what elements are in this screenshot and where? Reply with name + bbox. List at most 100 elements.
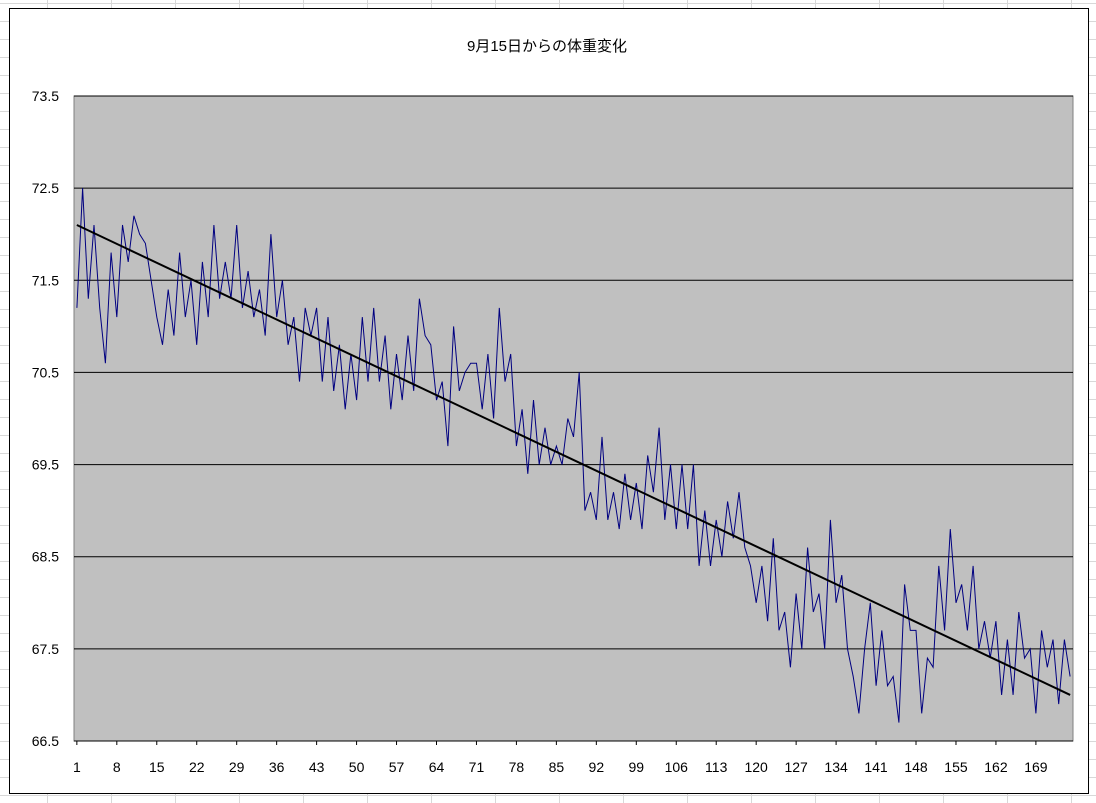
data-point-81 bbox=[532, 399, 534, 401]
data-point-54 bbox=[378, 380, 380, 382]
data-point-103 bbox=[658, 427, 660, 429]
data-point-133 bbox=[829, 519, 831, 521]
data-point-151 bbox=[932, 666, 934, 668]
data-point-147 bbox=[909, 629, 911, 631]
data-point-11 bbox=[133, 215, 135, 217]
data-point-78 bbox=[515, 445, 517, 447]
weight-series-line bbox=[76, 188, 1071, 723]
data-point-159 bbox=[978, 648, 980, 650]
data-point-135 bbox=[841, 574, 843, 576]
data-point-126 bbox=[789, 666, 791, 668]
y-tick-label-66.5: 66.5 bbox=[32, 733, 59, 749]
x-tick-label-15: 15 bbox=[149, 759, 165, 775]
data-point-60 bbox=[412, 390, 414, 392]
data-point-74 bbox=[492, 417, 494, 419]
data-point-63 bbox=[430, 344, 432, 346]
data-point-122 bbox=[766, 620, 768, 622]
data-point-162 bbox=[995, 620, 997, 622]
data-point-25 bbox=[213, 224, 215, 226]
data-point-85 bbox=[555, 445, 557, 447]
y-tick-label-67.5: 67.5 bbox=[32, 641, 59, 657]
data-point-90 bbox=[584, 509, 586, 511]
data-point-14 bbox=[150, 279, 152, 281]
x-tick-label-1: 1 bbox=[73, 759, 81, 775]
data-point-7 bbox=[110, 251, 112, 253]
data-point-119 bbox=[749, 565, 751, 567]
data-point-83 bbox=[544, 427, 546, 429]
data-point-36 bbox=[275, 316, 277, 318]
data-point-55 bbox=[384, 334, 386, 336]
data-point-23 bbox=[201, 261, 203, 263]
data-point-58 bbox=[401, 399, 403, 401]
data-point-166 bbox=[1018, 611, 1020, 613]
x-tick-label-106: 106 bbox=[665, 759, 689, 775]
data-point-8 bbox=[116, 316, 118, 318]
y-tick-label-69.5: 69.5 bbox=[32, 457, 59, 473]
data-point-129 bbox=[806, 546, 808, 548]
data-point-132 bbox=[823, 648, 825, 650]
data-point-101 bbox=[647, 454, 649, 456]
data-point-93 bbox=[601, 436, 603, 438]
data-point-157 bbox=[966, 629, 968, 631]
trendline bbox=[76, 224, 1071, 696]
y-tick-label-71.5: 71.5 bbox=[32, 272, 59, 288]
x-tick-label-78: 78 bbox=[509, 759, 525, 775]
data-point-34 bbox=[264, 334, 266, 336]
data-point-39 bbox=[293, 316, 295, 318]
data-point-27 bbox=[224, 261, 226, 263]
plot-layer: 66.5 67.5 68.5 69.5 70.5 71.5 72.5 73.5 1 8 15 22 29… bbox=[32, 88, 1074, 775]
x-tick-label-169: 169 bbox=[1024, 759, 1048, 775]
x-tick-label-8: 8 bbox=[113, 759, 121, 775]
data-point-114 bbox=[721, 556, 723, 558]
data-point-1 bbox=[76, 307, 78, 309]
data-point-150 bbox=[926, 657, 928, 659]
data-point-131 bbox=[818, 592, 820, 594]
data-point-98 bbox=[629, 519, 631, 521]
data-point-50 bbox=[355, 399, 357, 401]
data-point-108 bbox=[686, 528, 688, 530]
data-point-69 bbox=[464, 371, 466, 373]
data-point-31 bbox=[247, 270, 249, 272]
data-point-138 bbox=[858, 712, 860, 714]
data-point-115 bbox=[726, 500, 728, 502]
data-point-29 bbox=[235, 224, 237, 226]
data-point-4 bbox=[93, 224, 95, 226]
data-point-32 bbox=[253, 316, 255, 318]
data-point-92 bbox=[595, 519, 597, 521]
data-point-146 bbox=[903, 583, 905, 585]
x-tick-label-92: 92 bbox=[589, 759, 605, 775]
data-point-68 bbox=[458, 390, 460, 392]
data-point-10 bbox=[127, 261, 129, 263]
data-point-160 bbox=[983, 620, 985, 622]
data-point-77 bbox=[510, 353, 512, 355]
data-point-6 bbox=[104, 362, 106, 364]
data-point-123 bbox=[772, 537, 774, 539]
x-tick-label-71: 71 bbox=[469, 759, 485, 775]
data-point-57 bbox=[395, 353, 397, 355]
data-point-148 bbox=[915, 629, 917, 631]
data-point-107 bbox=[681, 463, 683, 465]
data-point-38 bbox=[287, 344, 289, 346]
data-point-99 bbox=[635, 482, 637, 484]
data-point-142 bbox=[881, 629, 883, 631]
data-point-94 bbox=[607, 519, 609, 521]
data-point-45 bbox=[327, 316, 329, 318]
data-point-106 bbox=[675, 528, 677, 530]
data-point-96 bbox=[618, 528, 620, 530]
data-point-87 bbox=[567, 417, 569, 419]
data-point-75 bbox=[498, 307, 500, 309]
data-point-67 bbox=[452, 325, 454, 327]
data-point-165 bbox=[1012, 694, 1014, 696]
data-point-116 bbox=[732, 537, 734, 539]
data-point-19 bbox=[178, 251, 180, 253]
x-tick-label-120: 120 bbox=[744, 759, 768, 775]
data-point-2 bbox=[81, 187, 83, 189]
data-point-9 bbox=[121, 224, 123, 226]
data-point-30 bbox=[241, 307, 243, 309]
data-point-111 bbox=[704, 509, 706, 511]
data-point-35 bbox=[270, 233, 272, 235]
data-point-15 bbox=[156, 316, 158, 318]
data-point-18 bbox=[173, 334, 175, 336]
data-point-3 bbox=[87, 298, 89, 300]
